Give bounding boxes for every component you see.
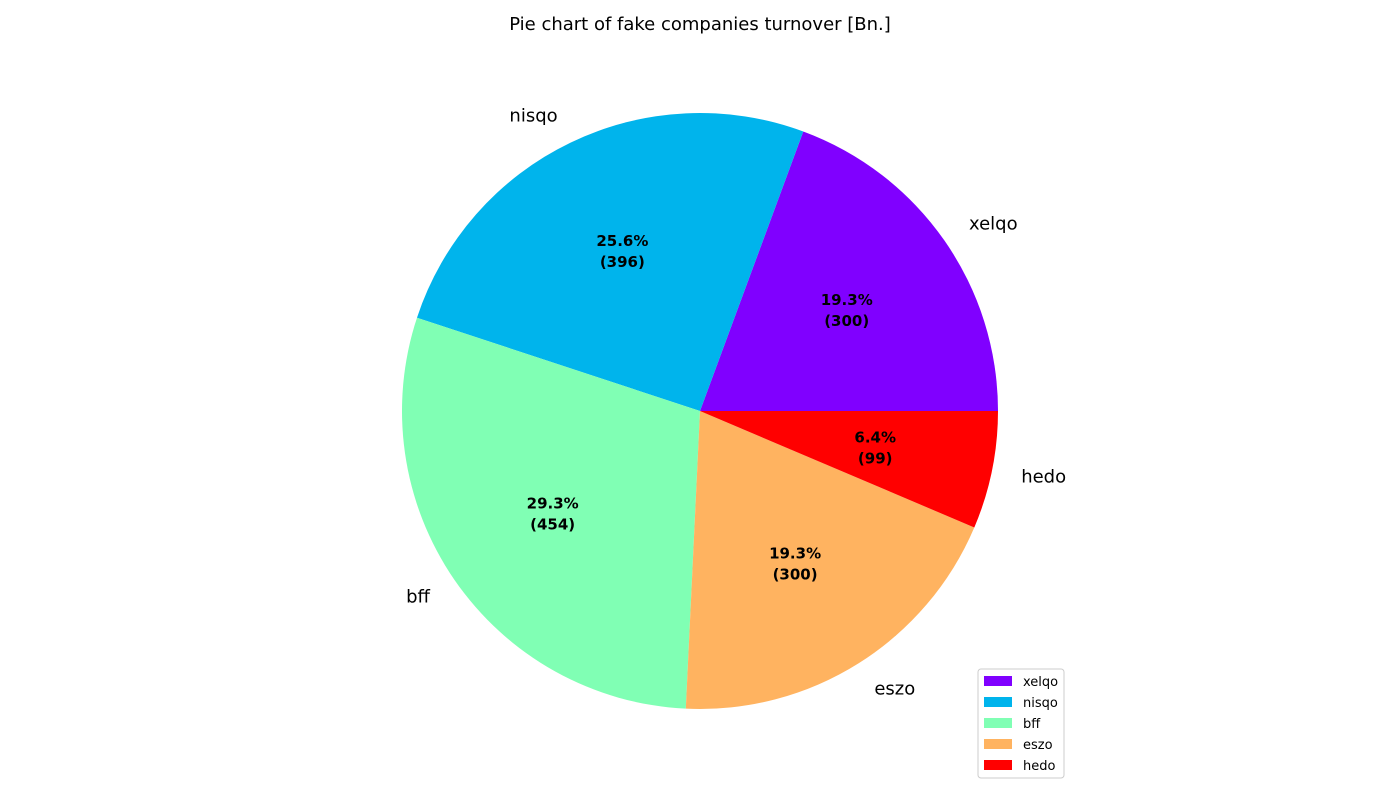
pie-slice-bff	[402, 317, 700, 709]
legend-swatch-bff	[984, 718, 1012, 728]
pct-label-nisqo: 25.6%	[596, 232, 648, 250]
legend-swatch-nisqo	[984, 697, 1012, 707]
pct-label-xelqo: 19.3%	[821, 291, 873, 309]
legend-label-nisqo: nisqo	[1023, 696, 1058, 711]
pie-slice-hedo	[700, 411, 998, 528]
slice-label-nisqo: nisqo	[509, 106, 557, 127]
legend-label-hedo: hedo	[1023, 759, 1055, 774]
pie-slice-eszo	[685, 411, 975, 709]
pie-slice-nisqo	[416, 113, 804, 412]
value-label-nisqo: (396)	[600, 253, 645, 271]
pct-label-hedo: 6.4%	[854, 429, 896, 447]
pie-slice-xelqo	[700, 131, 998, 411]
chart-title: Pie chart of fake companies turnover [Bn…	[509, 14, 891, 35]
value-label-bff: (454)	[530, 515, 575, 533]
legend-swatch-xelqo	[984, 676, 1012, 686]
pie-slices	[402, 113, 998, 709]
value-label-xelqo: (300)	[824, 312, 869, 330]
slice-label-xelqo: xelqo	[969, 214, 1018, 235]
pct-label-eszo: 19.3%	[769, 544, 821, 562]
value-label-hedo: (99)	[858, 450, 893, 468]
legend-frame	[977, 668, 1065, 779]
legend-swatch-eszo	[984, 739, 1012, 749]
legend: xelqo nisqo bff eszo hedo	[977, 668, 1065, 779]
legend-label-eszo: eszo	[1023, 738, 1053, 753]
slice-label-bff: bff	[406, 587, 430, 608]
slice-label-hedo: hedo	[1021, 466, 1066, 487]
pie-labels: xelqo 19.3% (300) nisqo 25.6% (396) bff 29.3% (4…	[406, 106, 1066, 700]
value-label-eszo: (300)	[773, 565, 818, 583]
legend-label-xelqo: xelqo	[1023, 675, 1058, 690]
slice-label-eszo: eszo	[874, 679, 915, 700]
legend-swatch-hedo	[984, 760, 1012, 770]
legend-label-bff: bff	[1023, 717, 1041, 732]
pct-label-bff: 29.3%	[527, 494, 579, 512]
